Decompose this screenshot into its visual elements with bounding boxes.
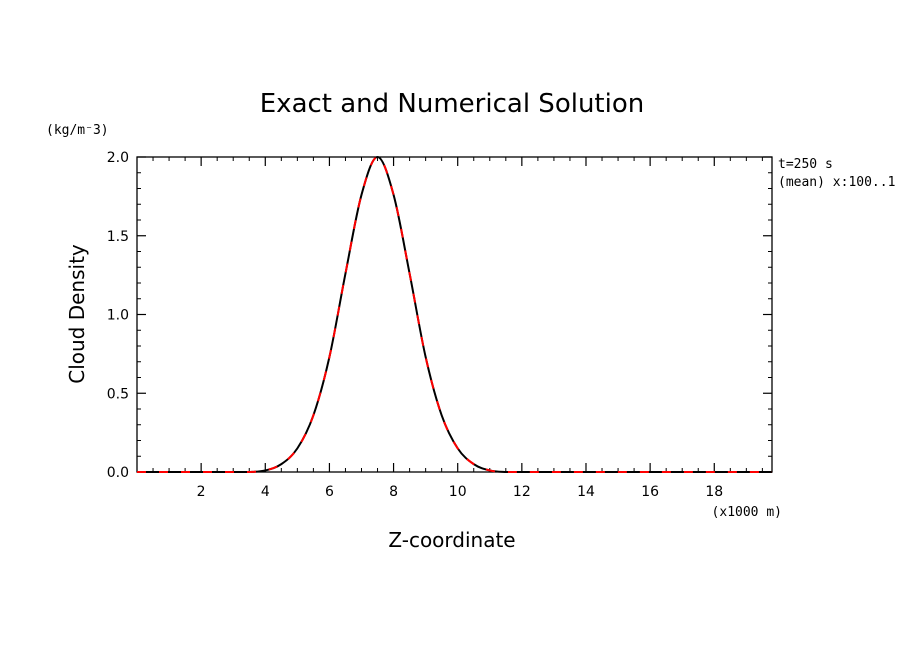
x-tick-label: 4	[261, 484, 270, 500]
x-tick-label: 12	[513, 484, 531, 500]
x-axis-title: Z-coordinate	[388, 528, 515, 552]
numerical-solution-line	[137, 155, 772, 473]
x-tick-label: 8	[389, 484, 398, 500]
x-tick-label: 2	[197, 484, 206, 500]
y-tick-label: 0.0	[107, 465, 129, 481]
x-tick-label: 16	[641, 484, 659, 500]
plot-frame	[136, 156, 773, 473]
series-layer	[137, 155, 772, 473]
exact-solution-line	[137, 155, 772, 473]
x-tick-label: 18	[705, 484, 723, 500]
annotation-mean: (mean) x:100..1	[778, 175, 895, 190]
x-units-label: (x1000 m)	[712, 505, 782, 520]
y-tick-label: 0.5	[107, 386, 129, 402]
chart-title: Exact and Numerical Solution	[260, 89, 644, 119]
x-tick-label: 14	[577, 484, 595, 500]
y-tick-label: 1.0	[107, 308, 129, 324]
y-units-label: (kg/m⁻3)	[46, 123, 109, 138]
y-tick-label: 2.0	[107, 150, 129, 166]
axis-ticks: 2 4 6 8 10 12 14 16 18 0.0 0.5 1.0 1.5 2.0	[107, 150, 772, 500]
y-axis-title: Cloud Density	[65, 244, 89, 384]
x-tick-label: 10	[449, 484, 467, 500]
annotation-time: t=250 s	[778, 157, 833, 172]
x-tick-label: 6	[325, 484, 334, 500]
y-tick-label: 1.5	[107, 229, 129, 245]
